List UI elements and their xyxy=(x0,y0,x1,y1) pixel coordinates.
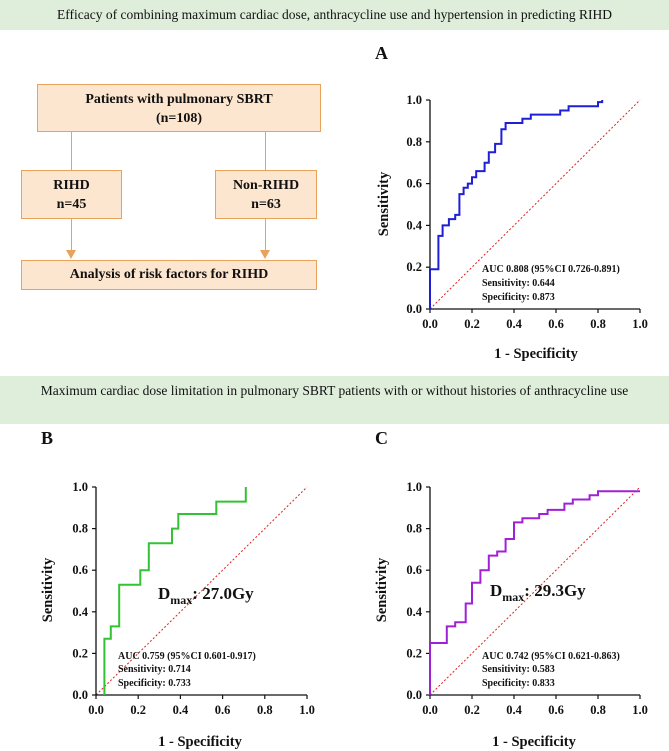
chart-c-auc: AUC 0.742 (95%CI 0.621-0.863) xyxy=(482,651,620,662)
chart-a-y-tick-label: 0.8 xyxy=(406,135,422,149)
chart-a-x-tick-label: 0.2 xyxy=(464,317,480,331)
chart-a-y-tick-label: 0.6 xyxy=(406,177,422,191)
chart-c-dmax-sub: max xyxy=(502,590,524,604)
connector-right-top xyxy=(265,132,266,170)
chart-a-xlabel: 1 - Specificity xyxy=(494,346,579,362)
panel-label-c: C xyxy=(375,428,388,448)
connector-left-bottom xyxy=(71,219,72,252)
chart-c-plot: 0.0 0.2 0.4 0.6 0.8 1.0 0.0 0.2 0.4 0.6 0.8 1.0 xyxy=(406,480,647,717)
chart-b-plot: 0.0 0.2 0.4 0.6 0.8 1.0 0.0 0.2 0.4 0.6 0.8 1.0 xyxy=(72,480,314,717)
chart-a-auc: AUC 0.808 (95%CI 0.726-0.891) xyxy=(482,264,620,275)
chart-b-y-tick-label: 0.4 xyxy=(72,605,88,619)
chart-c-y-tick-label: 0.8 xyxy=(406,522,422,536)
chart-c-dmax-value: : 29.3Gy xyxy=(524,581,586,600)
chart-b-y-tick-label: 0.2 xyxy=(72,646,88,660)
chart-b-dmax-main: D xyxy=(158,584,170,603)
flow-box-patients-line1: Patients with pulmonary SBRT xyxy=(85,92,273,107)
chart-b-x-tick-label: 0.6 xyxy=(215,703,231,717)
chart-b-reference-line xyxy=(95,486,308,696)
chart-b-x-tick-label: 1.0 xyxy=(299,703,315,717)
chart-a-plot: 0.0 0.2 0.4 0.6 0.8 1.0 0.0 0.2 0.4 0.6 0.8 1.0 xyxy=(406,93,647,331)
flow-box-patients-line2: (n=108) xyxy=(155,111,203,126)
chart-b-y-tick-label: 0.0 xyxy=(72,688,88,702)
chart-a-specificity: Specificity: 0.873 xyxy=(482,292,555,303)
chart-c-x-tick-label: 0.8 xyxy=(590,703,606,717)
connector-left-top xyxy=(71,132,72,170)
chart-a-x-tick-label: 1.0 xyxy=(632,317,648,331)
chart-a-sensitivity: Sensitivity: 0.644 xyxy=(482,278,555,289)
flow-box-patients: Patients with pulmonary SBRT (n=108) xyxy=(37,84,321,132)
chart-b-dmax-label: Dmax: 27.0Gy xyxy=(158,584,254,607)
chart-c-dmax-label: Dmax: 29.3Gy xyxy=(490,581,586,604)
chart-a-y-tick-label: 0.2 xyxy=(406,260,422,274)
chart-a-x-tick-label: 0.6 xyxy=(548,317,564,331)
chart-b-specificity: Specificity: 0.733 xyxy=(118,678,191,689)
chart-a-y-tick-label: 1.0 xyxy=(406,93,422,107)
chart-c-specificity: Specificity: 0.833 xyxy=(482,678,555,689)
chart-b-roc-curve xyxy=(103,487,247,695)
top-banner-title: Efficacy of combining maximum cardiac do… xyxy=(0,0,669,30)
chart-b-xlabel: 1 - Specificity xyxy=(158,734,243,750)
chart-a-x-tick-label: 0.8 xyxy=(590,317,606,331)
connector-right-bottom xyxy=(265,219,266,252)
chart-b-y-tick-label: 0.8 xyxy=(72,522,88,536)
chart-b-auc: AUC 0.759 (95%CI 0.601-0.917) xyxy=(118,651,256,662)
chart-b-x-tick-label: 0.4 xyxy=(173,703,189,717)
chart-c-x-tick-label: 0.4 xyxy=(506,703,522,717)
arrow-down-icon xyxy=(66,250,76,259)
chart-b-y-tick-label: 0.6 xyxy=(72,563,88,577)
chart-b-dmax-value: : 27.0Gy xyxy=(192,584,254,603)
chart-c-reference-line xyxy=(429,486,641,696)
chart-b-x-tick-label: 0.0 xyxy=(88,703,104,717)
chart-c-x-tick-label: 0.0 xyxy=(422,703,438,717)
chart-c-x-tick-label: 0.6 xyxy=(548,703,564,717)
chart-c-y-tick-label: 0.4 xyxy=(406,605,422,619)
chart-a-x-tick-label: 0.0 xyxy=(422,317,438,331)
chart-b-sensitivity: Sensitivity: 0.714 xyxy=(118,664,191,675)
chart-c-roc-curve xyxy=(429,490,640,695)
chart-a-roc-curve xyxy=(429,100,604,309)
chart-c-y-tick-label: 0.0 xyxy=(406,688,422,702)
chart-c-y-tick-label: 0.6 xyxy=(406,563,422,577)
chart-c-x-tick-label: 1.0 xyxy=(632,703,648,717)
flow-box-non-rihd: Non-RIHD n=63 xyxy=(215,170,317,219)
chart-a-y-tick-label: 0.0 xyxy=(406,302,422,316)
flow-box-non-rihd-line1: Non-RIHD xyxy=(232,178,300,193)
chart-c-y-tick-label: 0.2 xyxy=(406,646,422,660)
chart-c-x-tick-label: 0.2 xyxy=(464,703,480,717)
chart-c-y-tick-label: 1.0 xyxy=(406,480,422,494)
chart-c-ylabel: Sensitivity xyxy=(374,557,390,622)
chart-b-x-tick-label: 0.2 xyxy=(130,703,146,717)
panel-label-a: A xyxy=(375,43,388,63)
chart-b-x-tick-label: 0.8 xyxy=(257,703,273,717)
chart-a-reference-line xyxy=(429,99,641,310)
flow-box-rihd: RIHD n=45 xyxy=(21,170,122,219)
chart-b-dmax-sub: max xyxy=(170,593,192,607)
chart-b-ylabel: Sensitivity xyxy=(40,557,56,622)
chart-a-ylabel: Sensitivity xyxy=(376,171,392,236)
chart-b-y-tick-label: 1.0 xyxy=(72,480,88,494)
chart-c-sensitivity: Sensitivity: 0.583 xyxy=(482,664,555,675)
chart-a-x-tick-label: 0.4 xyxy=(506,317,522,331)
flow-box-non-rihd-line2: n=63 xyxy=(251,197,281,212)
panel-label-b: B xyxy=(41,428,54,448)
chart-a-y-tick-label: 0.4 xyxy=(406,218,422,232)
chart-c-dmax-main: D xyxy=(490,581,502,600)
middle-banner-title: Maximum cardiac dose limitation in pulmo… xyxy=(0,376,669,424)
chart-c-xlabel: 1 - Specificity xyxy=(492,734,577,750)
flow-box-rihd-line1: RIHD xyxy=(53,178,90,193)
arrow-down-icon xyxy=(260,250,270,259)
flow-box-rihd-line2: n=45 xyxy=(56,197,87,212)
flow-box-analysis: Analysis of risk factors for RIHD xyxy=(21,260,317,290)
